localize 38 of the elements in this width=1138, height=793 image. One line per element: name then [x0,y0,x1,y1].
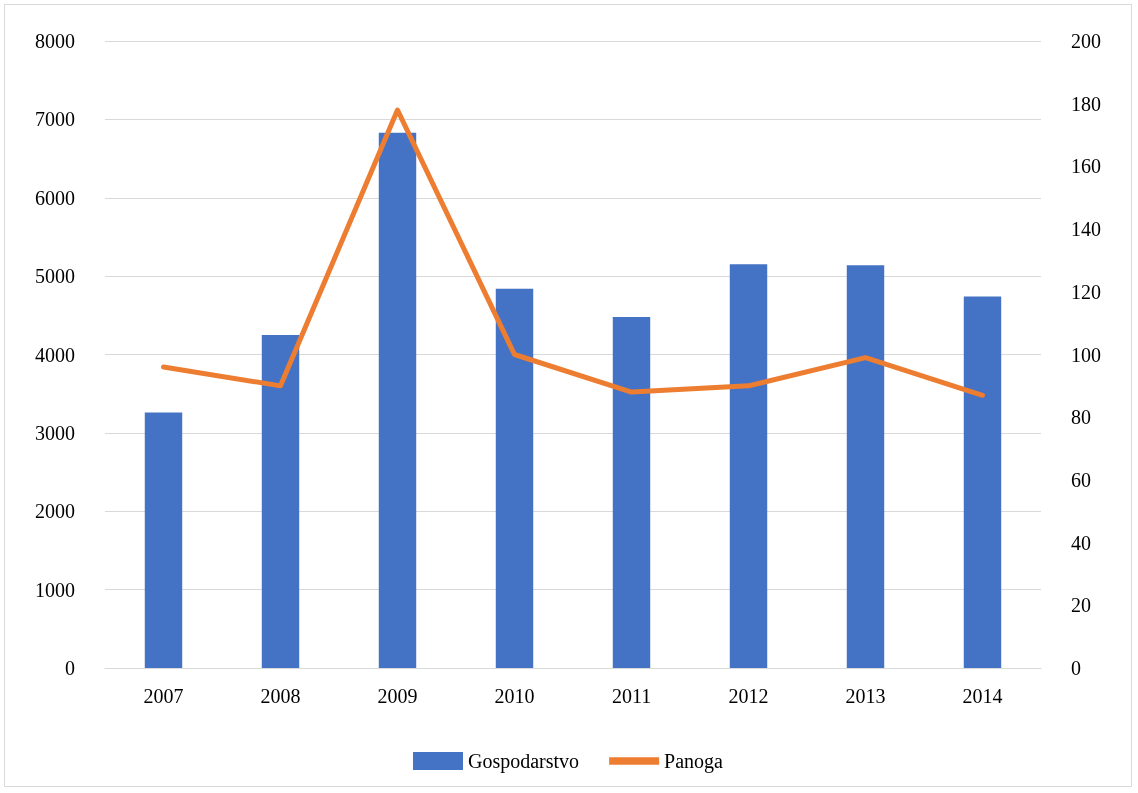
y-tick-label: 1000 [35,578,75,601]
y-tick-label: 8000 [35,30,75,52]
x-tick-label: 2010 [494,685,535,707]
y-tick-label: 4000 [35,343,75,366]
y-tick-label: 0 [65,657,75,679]
y-tick-label: 6000 [35,186,75,209]
y2-tick-label: 200 [1071,30,1101,52]
bar [495,288,534,668]
y-tick-label: 3000 [35,421,75,444]
x-tick-label: 2011 [611,685,652,707]
y2-tick-label: 40 [1071,531,1091,554]
y-tick-label: 5000 [35,265,75,288]
x-tick-label: 2014 [962,685,1003,707]
y-tick-label: 7000 [35,108,75,131]
bar [261,334,300,668]
y2-tick-label: 0 [1071,657,1081,679]
x-tick-label: 2009 [377,685,418,707]
y2-tick-label: 180 [1071,92,1101,115]
bar [729,264,768,668]
y-tick-label: 2000 [35,500,75,523]
y2-tick-label: 140 [1071,218,1101,241]
bar [144,412,183,668]
legend-label: Panoga [664,750,724,773]
x-tick-label: 2012 [728,685,769,707]
y2-tick-label: 160 [1071,155,1101,178]
y2-tick-label: 20 [1071,594,1091,617]
x-tick-label: 2008 [260,685,301,707]
x-tick-label: 2013 [845,685,886,707]
bar [846,265,885,668]
x-tick-label: 2007 [143,685,184,707]
bar [612,316,651,668]
legend-label: Gospodarstvo [468,750,580,773]
bar [963,296,1002,668]
y2-tick-label: 80 [1071,406,1091,429]
y2-tick-label: 60 [1071,468,1091,491]
bar [378,132,417,668]
y2-tick-label: 100 [1071,343,1101,366]
y2-tick-label: 120 [1071,280,1101,303]
